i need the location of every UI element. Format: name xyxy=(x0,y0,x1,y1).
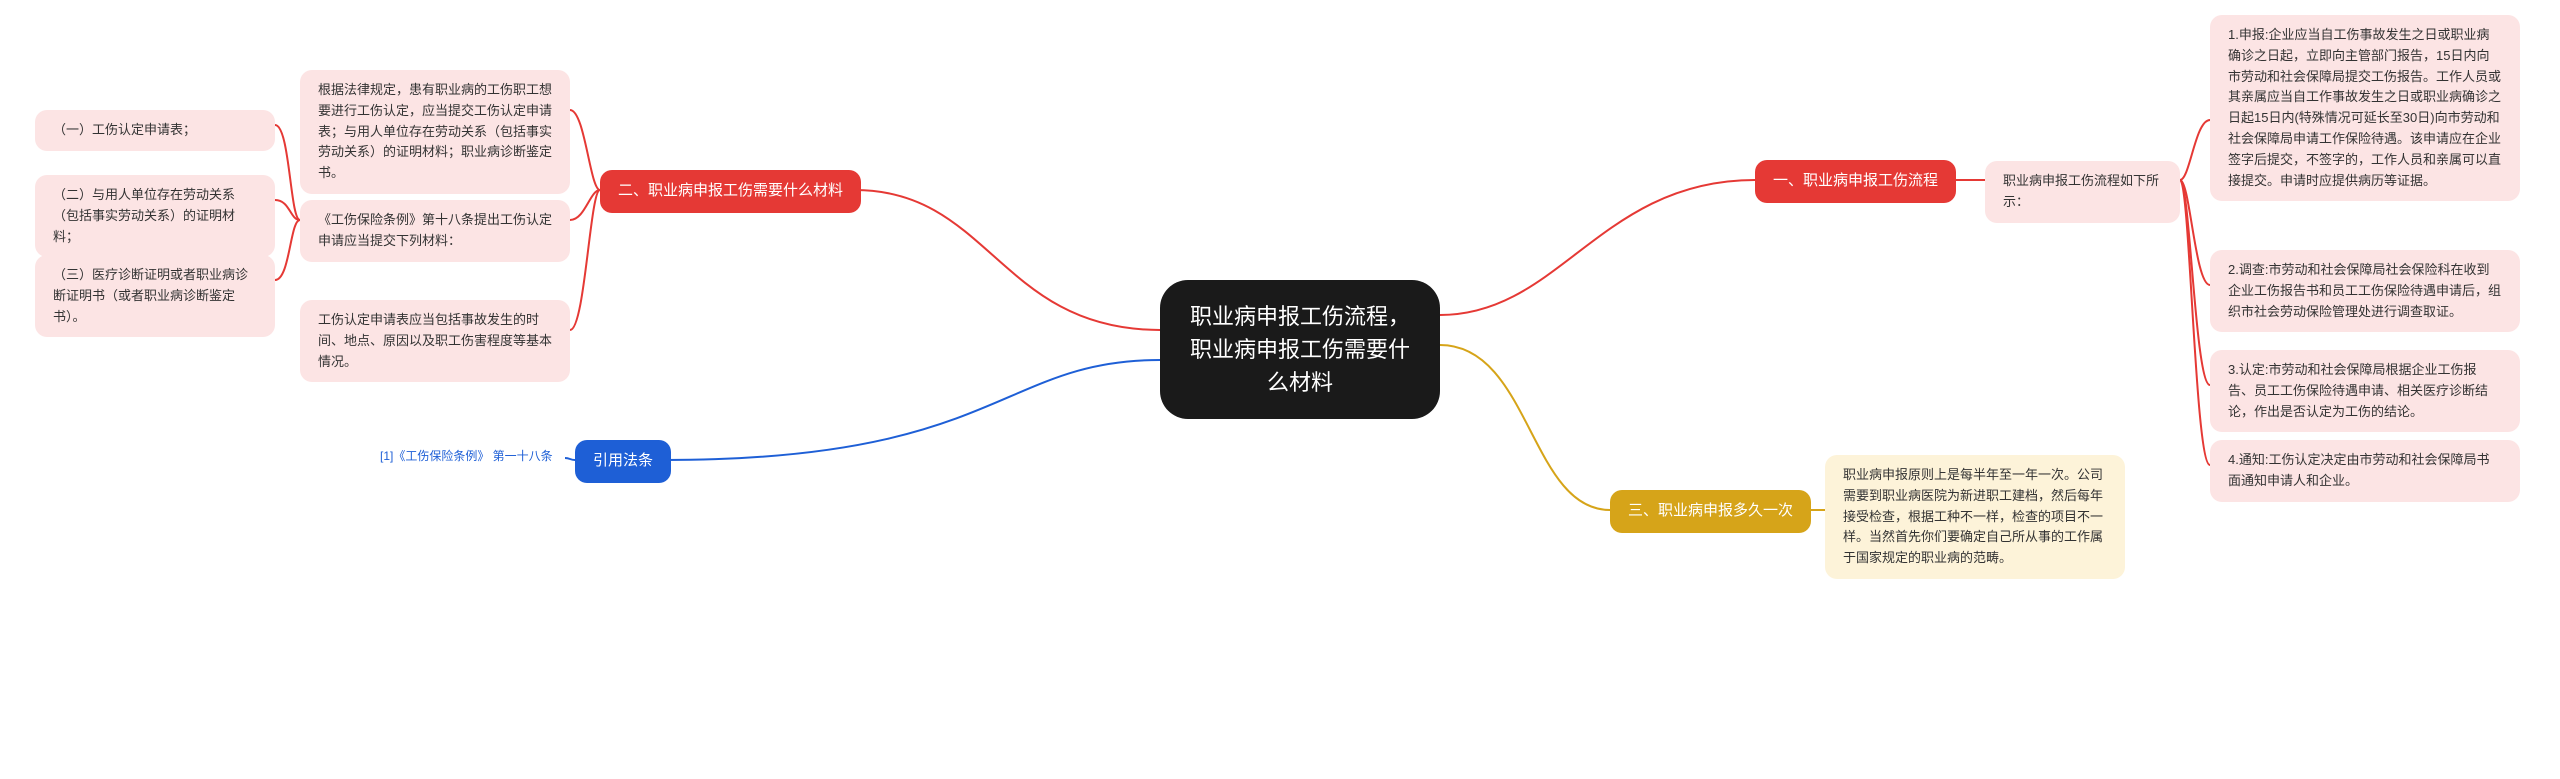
materials-sub-3: （三）医疗诊断证明或者职业病诊断证明书（或者职业病诊断鉴定书）。 xyxy=(35,255,275,337)
materials-note-1: 根据法律规定，患有职业病的工伤职工想要进行工伤认定，应当提交工伤认定申请表；与用… xyxy=(300,70,570,194)
branch-references[interactable]: 引用法条 xyxy=(575,440,671,483)
materials-note-3: 工伤认定申请表应当包括事故发生的时间、地点、原因以及职工伤害程度等基本情况。 xyxy=(300,300,570,382)
process-step-2: 2.调查:市劳动和社会保障局社会保险科在收到企业工伤报告书和员工工伤保险待遇申请… xyxy=(2210,250,2520,332)
edge xyxy=(275,220,300,280)
process-intro: 职业病申报工伤流程如下所示： xyxy=(1985,161,2180,223)
root-node: 职业病申报工伤流程，职业病申报工伤需要什么材料 xyxy=(1160,280,1440,419)
frequency-text: 职业病申报原则上是每半年至一年一次。公司需要到职业病医院为新进职工建档，然后每年… xyxy=(1825,455,2125,579)
materials-sub-2: （二）与用人单位存在劳动关系（包括事实劳动关系）的证明材料； xyxy=(35,175,275,257)
edge xyxy=(565,458,575,460)
materials-sub-1: （一）工伤认定申请表； xyxy=(35,110,275,151)
edge xyxy=(1440,345,1610,510)
edge xyxy=(570,110,600,190)
materials-note-2: 《工伤保险条例》第十八条提出工伤认定申请应当提交下列材料： xyxy=(300,200,570,262)
branch-frequency[interactable]: 三、职业病申报多久一次 xyxy=(1610,490,1811,533)
edge xyxy=(2180,120,2210,180)
edge xyxy=(570,190,600,330)
branch-process[interactable]: 一、职业病申报工伤流程 xyxy=(1755,160,1956,203)
reference-link[interactable]: [1]《工伤保险条例》 第一十八条 xyxy=(380,447,553,464)
branch-materials[interactable]: 二、职业病申报工伤需要什么材料 xyxy=(600,170,861,213)
process-step-3: 3.认定:市劳动和社会保障局根据企业工伤报告、员工工伤保险待遇申请、相关医疗诊断… xyxy=(2210,350,2520,432)
process-step-1: 1.申报:企业应当自工伤事故发生之日或职业病确诊之日起，立即向主管部门报告，15… xyxy=(2210,15,2520,201)
edge xyxy=(665,360,1160,460)
edge xyxy=(1440,180,1755,315)
process-step-4: 4.通知:工伤认定决定由市劳动和社会保障局书面通知申请人和企业。 xyxy=(2210,440,2520,502)
edge xyxy=(855,190,1160,330)
edge xyxy=(2180,180,2210,465)
